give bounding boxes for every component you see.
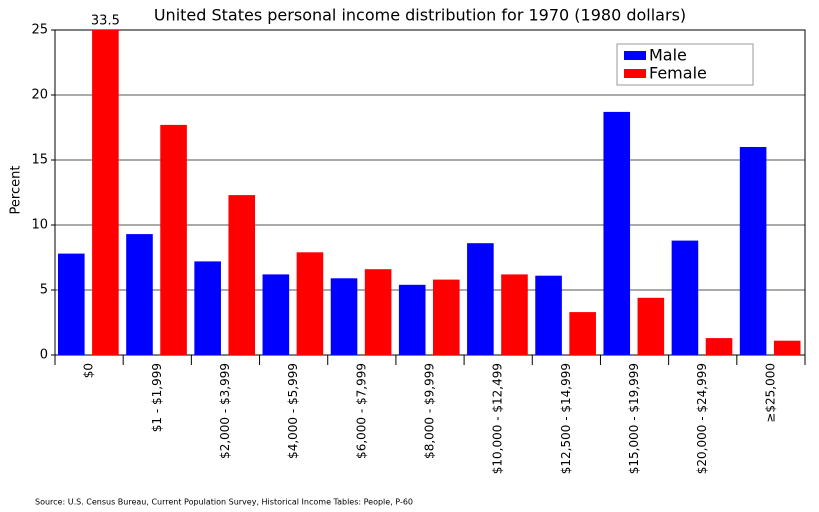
x-tick-label: $10,000 - $12,499 <box>491 363 505 474</box>
bar <box>433 279 460 355</box>
bar <box>330 278 358 355</box>
bar <box>194 261 221 355</box>
value-label: 33.5 <box>91 14 120 29</box>
chart-title: United States personal income distributi… <box>154 6 686 25</box>
bar <box>228 195 256 355</box>
bar <box>535 275 562 355</box>
x-tick-label: $1 - $1,999 <box>150 363 164 432</box>
bar <box>92 30 119 355</box>
x-tick-label: $15,000 - $19,999 <box>627 363 641 474</box>
bar <box>160 124 187 355</box>
y-tick-label: 5 <box>40 283 48 298</box>
y-tick-label: 0 <box>40 348 48 363</box>
x-tick-label: $2,000 - $3,999 <box>218 363 232 459</box>
legend-label: Female <box>649 64 707 83</box>
legend-box <box>616 43 754 86</box>
x-tick-label: $12,500 - $14,999 <box>559 363 573 474</box>
bar <box>739 147 767 355</box>
x-tick-label: $20,000 - $24,999 <box>695 363 709 474</box>
bar <box>296 252 324 355</box>
bar <box>467 243 494 355</box>
x-tick-label: ≥$25,000 <box>763 363 777 423</box>
bar <box>603 111 631 355</box>
source-note: Source: U.S. Census Bureau, Current Popu… <box>35 498 413 507</box>
legend-swatch <box>624 69 646 78</box>
bar <box>637 297 665 355</box>
bar <box>671 240 699 355</box>
y-tick-label: 10 <box>31 218 48 233</box>
x-tick-label: $4,000 - $5,999 <box>286 363 300 459</box>
bar <box>705 338 733 355</box>
x-tick-label: $6,000 - $7,999 <box>354 363 368 459</box>
bar <box>773 340 801 355</box>
x-tick-label: $8,000 - $9,999 <box>423 363 437 459</box>
bar <box>58 253 85 355</box>
overlay: 0 5 10 15 20 25 $0 33.5 $1 - $1,999 $2,000 - $3,9… <box>31 14 777 475</box>
plot-frame <box>54 29 806 356</box>
y-tick-label: 25 <box>31 23 48 38</box>
bar <box>398 284 426 355</box>
bar <box>262 274 290 355</box>
x-tick-label: $0 <box>82 363 96 378</box>
bar <box>501 274 528 355</box>
y-tick-label: 15 <box>31 153 48 168</box>
bar <box>364 269 392 355</box>
bar <box>569 312 596 355</box>
legend-swatch <box>624 51 646 60</box>
y-tick-label: 20 <box>31 88 48 103</box>
bars <box>58 30 801 355</box>
legend-label: Male <box>649 46 687 65</box>
y-axis-label: Percent <box>9 166 24 215</box>
bar <box>126 234 153 355</box>
